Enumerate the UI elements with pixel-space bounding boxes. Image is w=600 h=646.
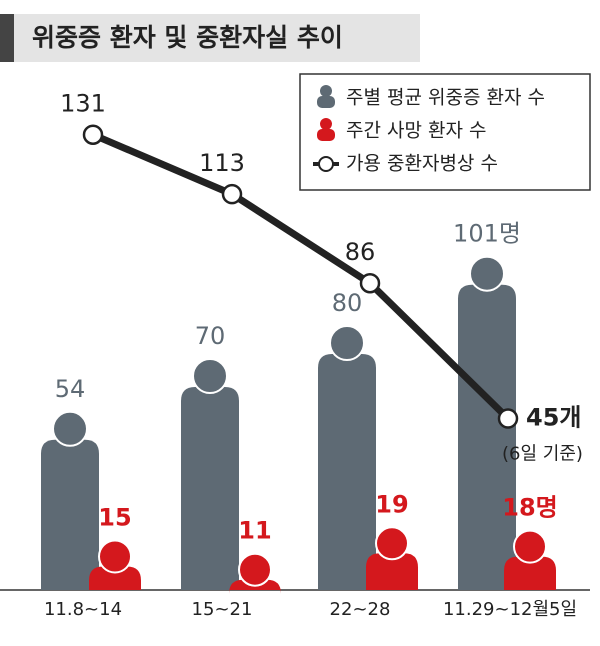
legend-label: 가용 중환자병상 수 [346, 153, 498, 175]
person-body [89, 566, 141, 590]
person-bar [458, 255, 516, 590]
person-body [366, 553, 418, 590]
person-body [504, 556, 556, 590]
line-point [221, 183, 243, 205]
x-tick-label: 22~28 [330, 599, 391, 620]
person-head [238, 552, 272, 587]
x-tick-label: 11.29~12월5일 [443, 599, 577, 620]
person-body [41, 439, 99, 590]
value-label: 11 [238, 517, 271, 545]
person-body [181, 387, 239, 590]
person-head [98, 539, 132, 574]
person-bar [229, 552, 281, 594]
legend-label: 주별 평균 위중증 환자 수 [346, 87, 545, 109]
legend-marker [320, 118, 332, 130]
person-head [375, 526, 409, 561]
person-bar [504, 529, 556, 590]
legend-marker [317, 96, 335, 108]
person-bar [366, 526, 418, 590]
person-bar [318, 325, 376, 590]
person-head [469, 255, 505, 292]
person-body [318, 354, 376, 590]
value-label: 18명 [502, 494, 557, 522]
value-label: 113 [199, 149, 245, 177]
x-tick-label: 11.8~14 [44, 599, 122, 620]
line-point [82, 124, 104, 145]
line [91, 131, 511, 421]
value-label: 80 [332, 289, 363, 317]
legend-marker [317, 129, 335, 141]
value-label: 131 [60, 90, 106, 118]
person-bar [41, 410, 99, 590]
value-label: 19 [375, 490, 408, 518]
legend-marker [318, 156, 334, 172]
value-label: 15 [98, 504, 131, 532]
title-band [0, 14, 420, 62]
legend-box [299, 73, 591, 191]
line-point [359, 272, 381, 294]
value-label: 86 [345, 238, 376, 266]
legend-marker [320, 85, 332, 97]
person-head [513, 529, 547, 564]
chart-title: 위중증 환자 및 중환자실 추이 [32, 23, 343, 52]
person-head [329, 325, 365, 361]
line-point [497, 408, 519, 429]
person-head [192, 358, 228, 394]
annotation: (6일 기준) [502, 444, 583, 465]
x-tick-label: 15~21 [192, 599, 253, 620]
value-label: 101명 [453, 220, 521, 248]
person-bar [89, 539, 141, 590]
value-label: 45개 [526, 404, 581, 432]
person-bar [181, 358, 239, 590]
value-label: 70 [195, 322, 226, 350]
value-label: 54 [55, 375, 86, 403]
person-head [52, 410, 88, 447]
title-accent [0, 14, 14, 62]
person-body [458, 284, 516, 590]
legend-label: 주간 사망 환자 수 [346, 120, 486, 142]
